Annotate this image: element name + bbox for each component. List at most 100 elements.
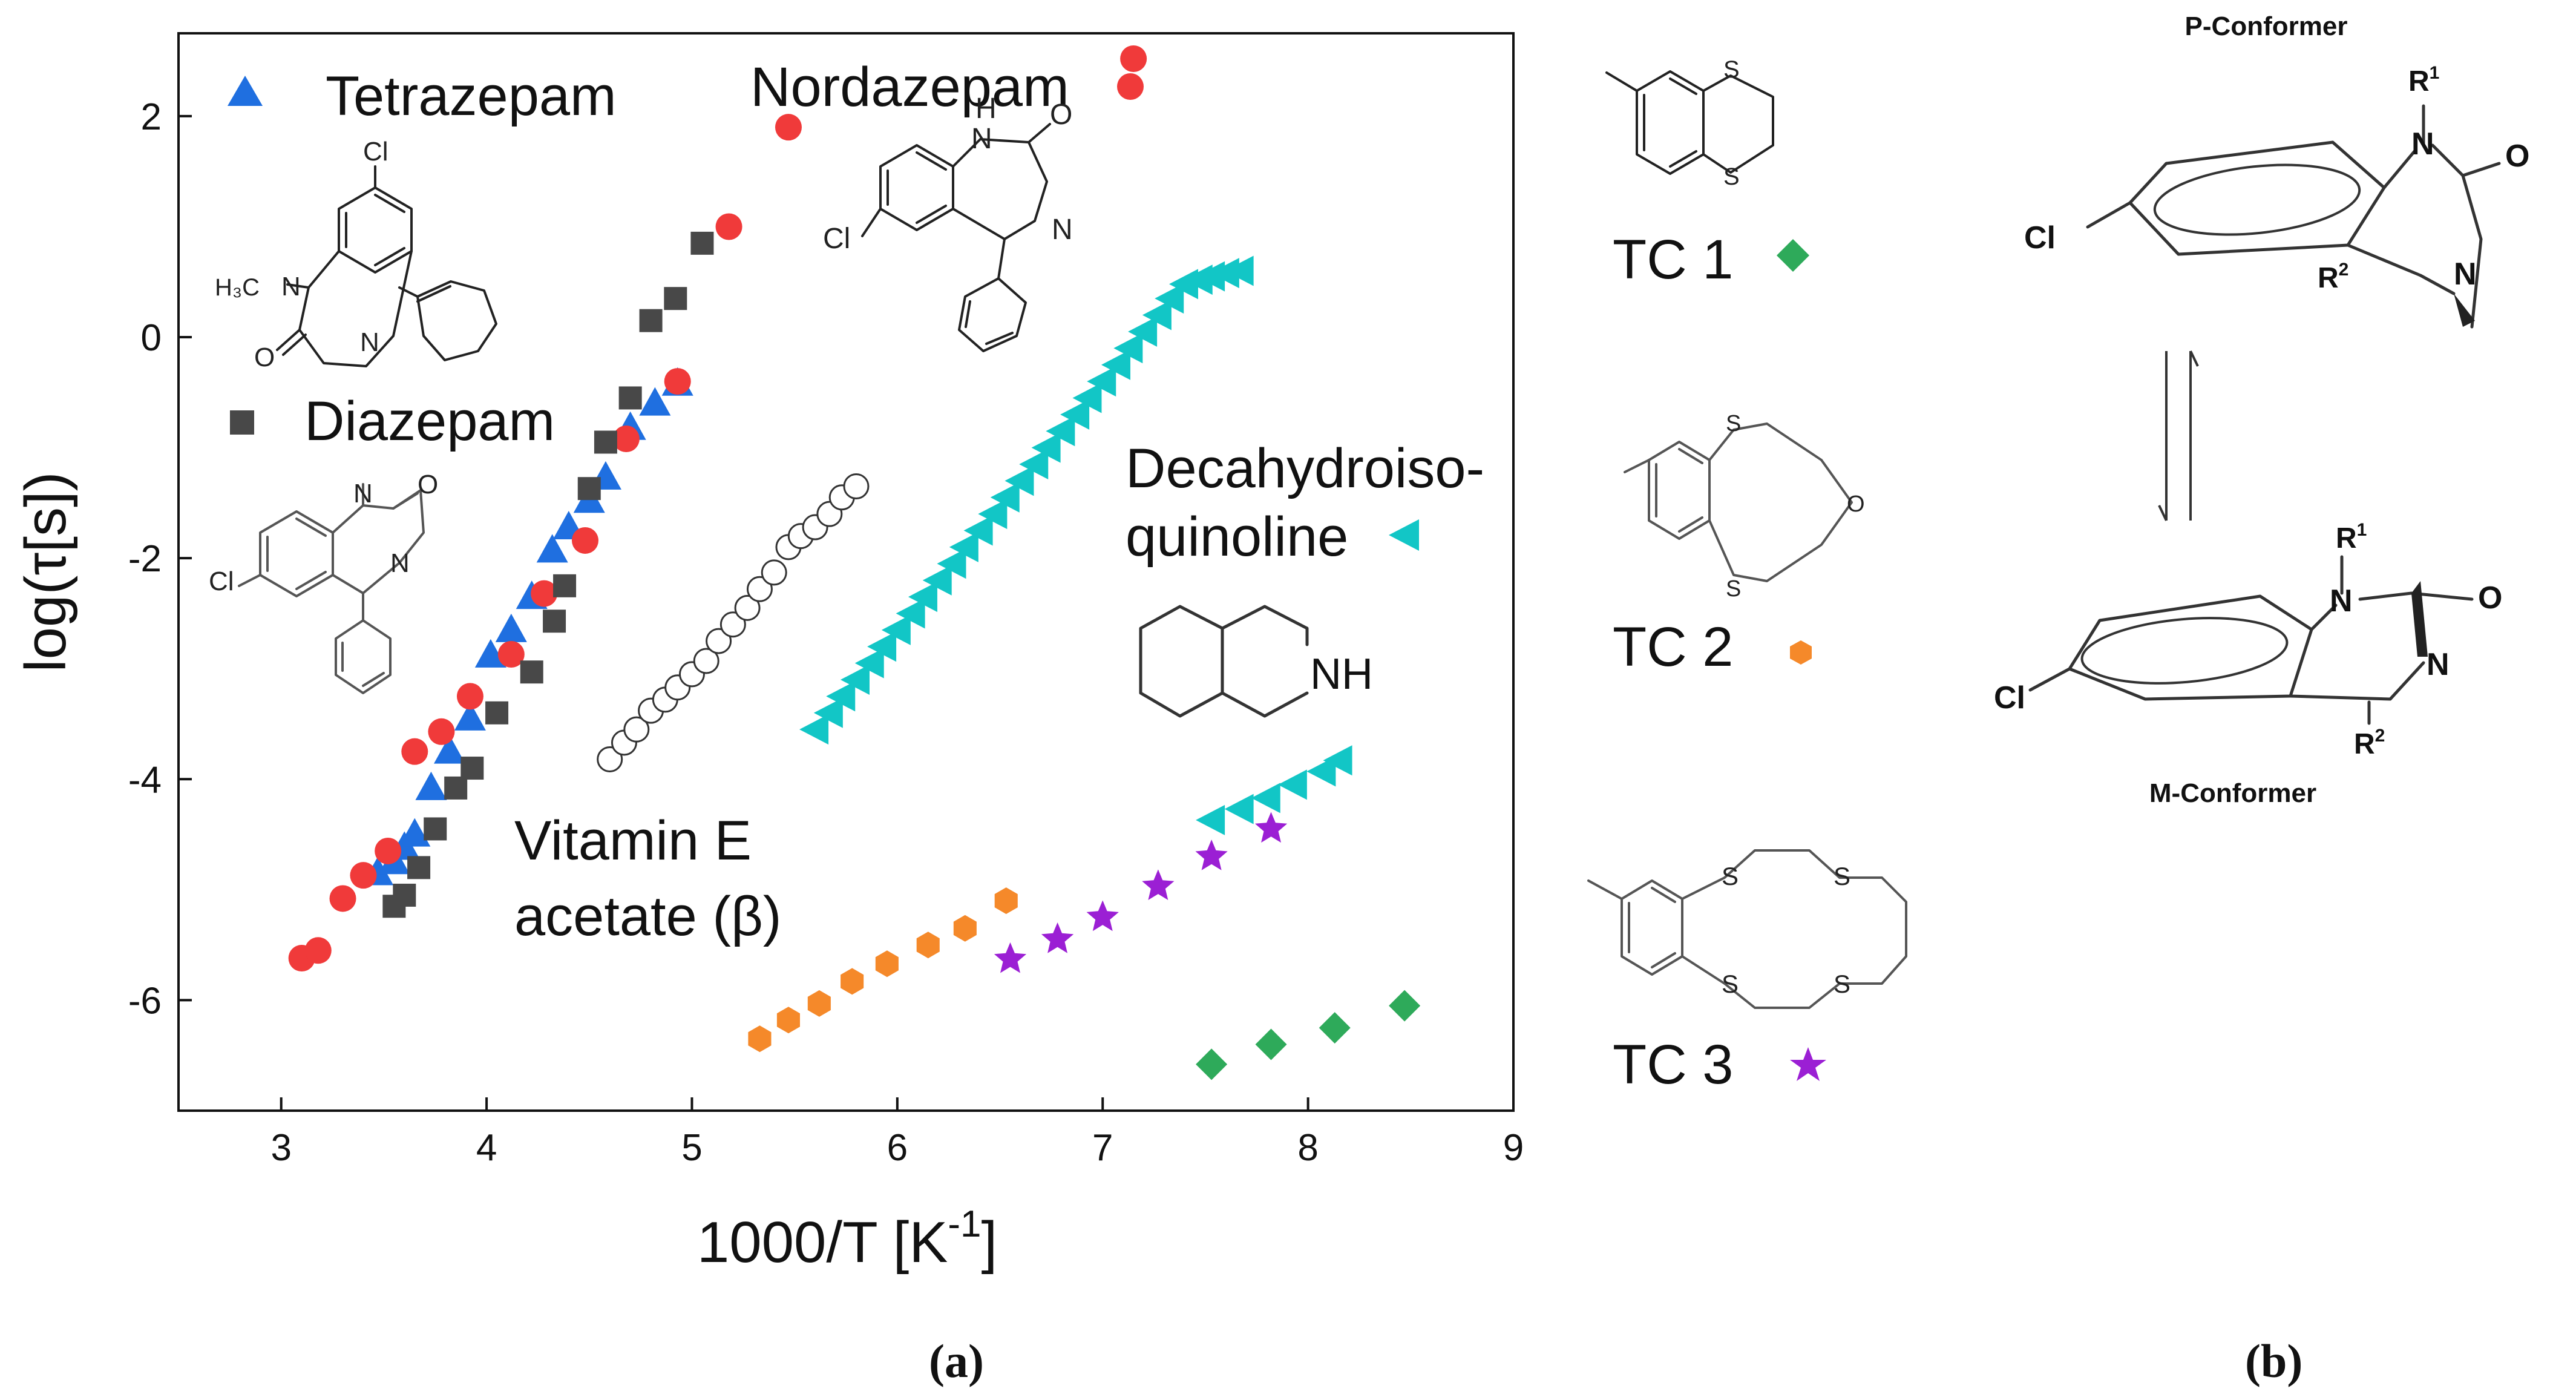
y-tick-label: -4	[128, 759, 162, 801]
p-conformer-title: P-Conformer	[2185, 12, 2348, 41]
point-diazepam	[618, 386, 642, 410]
tc3-s1: S	[1722, 862, 1739, 890]
point-tc-2	[994, 887, 1018, 915]
point-decahydroisoquinoline	[799, 714, 829, 745]
point-diazepam	[424, 817, 447, 841]
point-diazepam	[543, 610, 566, 633]
x-tick-label: 9	[1503, 1127, 1524, 1169]
point-diazepam	[520, 660, 543, 684]
point-decahydroisoquinoline	[896, 598, 925, 629]
tc1-benzene	[1636, 70, 1705, 175]
point-tc-3	[1041, 922, 1074, 953]
point-tc-2	[953, 915, 977, 942]
tetrazepam-link	[398, 286, 419, 298]
tetrazepam-diazepine	[286, 250, 413, 367]
point-vitamin-e-acetate	[746, 576, 773, 602]
y-tick-label: -2	[128, 538, 162, 580]
point-decahydroisoquinoline	[1060, 399, 1090, 430]
point-decahydroisoquinoline	[813, 697, 843, 728]
x-axis-label-close: ]	[981, 1210, 997, 1275]
legend-nordazepam: Nordazepam	[750, 56, 1144, 118]
point-diazepam	[553, 574, 577, 597]
m-conformer-ring-bonds	[2289, 591, 2474, 701]
m-conformer-wedge	[2411, 581, 2428, 657]
tc2-o: O	[1847, 491, 1865, 517]
point-tc-2	[841, 968, 864, 995]
point-nordazepam	[497, 641, 525, 668]
legend-marker-tc3	[1790, 1047, 1826, 1081]
y-axis-ticks: -6 -4 -2 0 2	[128, 96, 192, 1022]
m-conformer-structure: Cl N O N R1 R2	[1994, 520, 2502, 760]
point-tetrazepam	[536, 534, 568, 563]
tc2-benzene	[1648, 441, 1711, 540]
point-decahydroisoquinoline	[1046, 416, 1075, 447]
point-vitamin-e-acetate	[734, 594, 761, 621]
panel-b-conformers: P-Conformer Cl N O N R1 R2	[1994, 12, 2529, 808]
legend-label-nordazepam: Nordazepam	[750, 56, 1069, 118]
point-decahydroisoquinoline	[1196, 261, 1225, 292]
diazepam-n1: N	[353, 479, 373, 508]
legend-tetrazepam: Tetrazepam	[228, 65, 617, 127]
tc2-methyl	[1624, 459, 1650, 473]
x-axis-label: 1000/T [K-1]	[697, 1203, 997, 1275]
point-tc-3	[1254, 812, 1288, 843]
x-tick-label: 4	[476, 1127, 497, 1169]
point-tc-1	[1255, 1028, 1287, 1060]
point-nordazepam	[612, 426, 640, 453]
p-conformer-benzene	[2128, 140, 2386, 256]
point-nordazepam	[664, 368, 691, 395]
point-diazepam	[577, 477, 601, 501]
point-tc-2	[807, 990, 831, 1017]
legend-marker-decahydro	[1389, 519, 1419, 551]
point-decahydroisoquinoline-low-t-branch	[1277, 769, 1307, 800]
structure-tetrazepam: Cl N H₃C O N	[215, 137, 497, 372]
diazepam-carbonyl	[392, 492, 419, 510]
point-decahydroisoquinoline	[978, 499, 1008, 530]
point-decahydroisoquinoline-low-t-branch	[1196, 804, 1225, 835]
legend-vitamin-e: Vitamin E acetate (β)	[514, 810, 782, 947]
point-diazepam	[460, 757, 484, 780]
point-tetrazepam	[415, 771, 447, 800]
tc1-s-top: S	[1723, 56, 1740, 83]
point-tc-3	[994, 942, 1027, 973]
tc3-ring	[1681, 849, 1907, 1009]
point-decahydroisoquinoline	[990, 482, 1020, 513]
legend-marker-diazepam	[230, 410, 254, 435]
point-diazepam	[594, 430, 617, 454]
point-nordazepam	[329, 885, 356, 912]
point-diazepam	[639, 309, 663, 332]
point-decahydroisoquinoline	[1101, 349, 1130, 380]
structure-diazepam: Cl N O N	[209, 470, 438, 694]
point-decahydroisoquinoline	[1005, 465, 1034, 496]
point-nordazepam	[1120, 45, 1147, 72]
structure-tc1: S S TC 1	[1605, 56, 1809, 291]
y-tick-label: 0	[141, 317, 162, 359]
point-tc-1	[1196, 1048, 1228, 1080]
x-axis-ticks: 3 4 5 6 7 8 9	[270, 1097, 1524, 1169]
m-conformer-cl: Cl	[1994, 680, 2025, 715]
x-axis-label-base: 1000/T [K	[697, 1210, 948, 1275]
point-decahydroisoquinoline	[908, 582, 937, 613]
tc3-label: TC 3	[1613, 1034, 1733, 1096]
p-conformer-r1-sup: 1	[2430, 63, 2440, 83]
nordazepam-o: O	[1050, 99, 1072, 131]
tetrazepam-cl: Cl	[363, 137, 388, 166]
tc2-ring	[1708, 422, 1853, 582]
x-tick-label: 6	[887, 1127, 908, 1169]
diazepam-o: O	[418, 470, 438, 499]
legend-marker-nordazepam	[1117, 73, 1144, 100]
tc1-label: TC 1	[1613, 229, 1733, 291]
point-nordazepam	[456, 683, 483, 710]
point-decahydroisoquinoline	[963, 515, 993, 546]
tetrazepam-n1: N	[281, 272, 301, 301]
point-diazepam	[444, 776, 468, 800]
p-conformer-r2: R2	[2318, 260, 2348, 294]
nordazepam-cl: Cl	[823, 223, 850, 255]
point-tc-2	[916, 932, 940, 959]
tc2-s-top: S	[1726, 411, 1741, 436]
tc3-methyl	[1587, 879, 1623, 900]
m-conformer-r1-letter: R	[2336, 522, 2357, 554]
legend-marker-tc1	[1777, 239, 1809, 272]
p-conformer-wedge	[2454, 294, 2475, 327]
point-decahydroisoquinoline	[1210, 258, 1239, 289]
